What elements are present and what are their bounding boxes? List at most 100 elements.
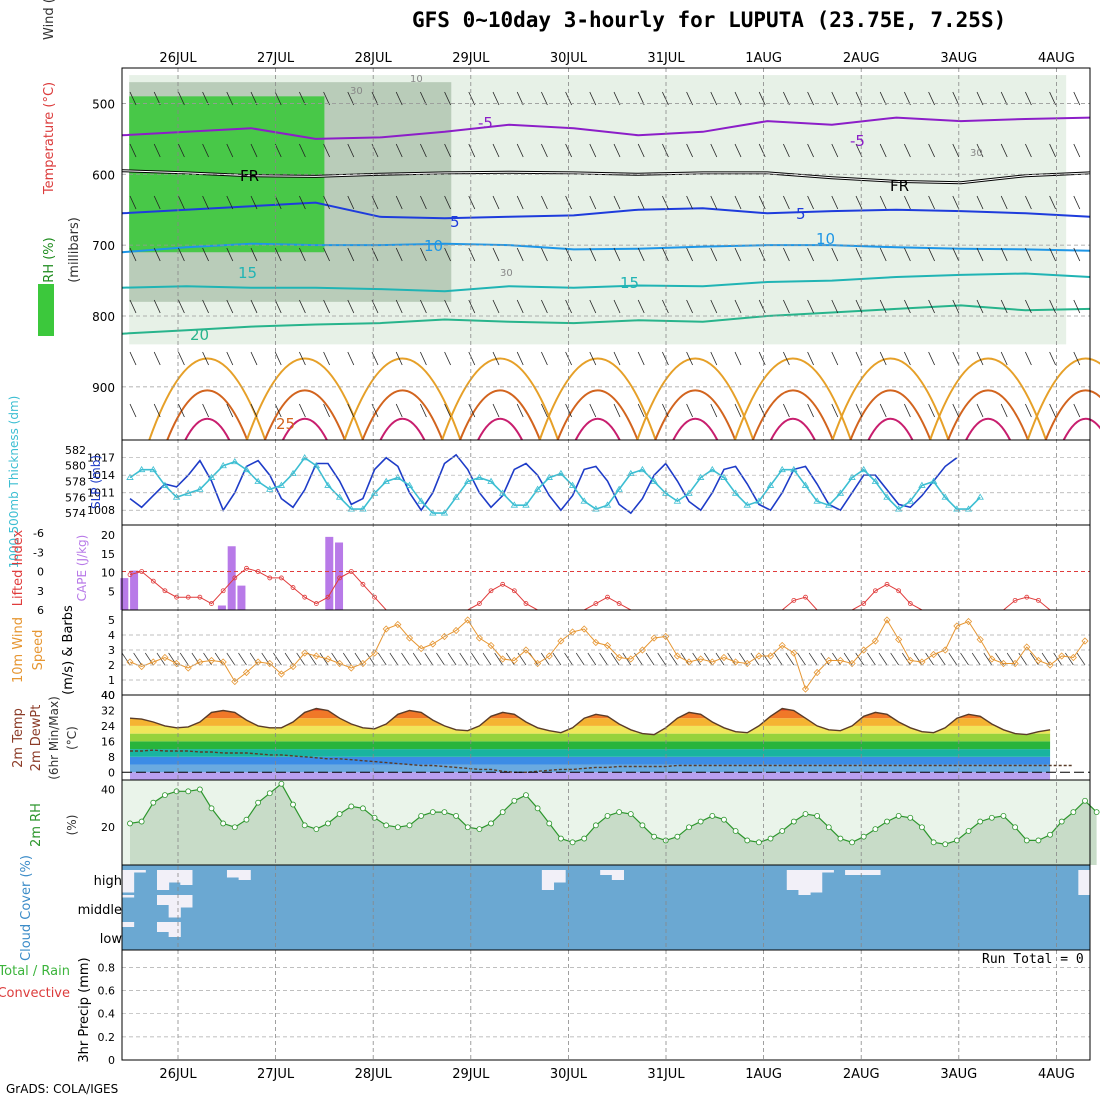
thickness-point xyxy=(883,493,891,500)
contour-label: FR xyxy=(240,167,259,185)
lowlevel-temp-contour xyxy=(733,357,852,441)
slp-tick-label: 1014 xyxy=(87,469,115,482)
rh2m-point xyxy=(453,812,459,819)
wind-barb xyxy=(952,403,960,418)
wind-speed-point xyxy=(1046,661,1054,669)
wind-barb xyxy=(323,351,330,366)
lowlevel-temp-contour xyxy=(1062,418,1100,441)
rh2m-point xyxy=(884,818,890,825)
wind-speed-point xyxy=(825,656,833,665)
surface-wind-barb xyxy=(832,652,841,666)
temp-band xyxy=(130,733,1051,742)
wind-barb xyxy=(444,195,451,210)
surface-wind-barb xyxy=(1030,652,1039,666)
precip-tick-label: 0.8 xyxy=(98,961,116,974)
cloud-fraction-cell xyxy=(180,895,193,908)
wind-barb xyxy=(516,195,524,210)
lowlevel-temp-contour xyxy=(769,418,816,441)
lifted-index-axis-label: Lifted Index xyxy=(11,529,26,606)
thickness-point xyxy=(801,481,810,488)
surface-wind-barb xyxy=(191,652,201,666)
thickness-point xyxy=(545,473,553,480)
thickness-point xyxy=(964,505,973,512)
rh2m-point xyxy=(930,839,937,846)
rh2m-point xyxy=(616,809,623,816)
wind-barb xyxy=(274,91,282,106)
temp-band xyxy=(130,741,1051,750)
wind-barb xyxy=(662,195,669,210)
wind-speed-point xyxy=(522,646,530,654)
cloud-fraction-cell xyxy=(856,870,869,875)
thickness-point xyxy=(627,469,635,477)
thickness-point xyxy=(638,465,647,473)
wind-speed-point xyxy=(336,659,344,668)
wind-barb xyxy=(299,351,306,366)
lifted-index-point xyxy=(861,601,867,606)
wind-label-line3: (m/s) & Barbs xyxy=(61,605,76,695)
wind-barb xyxy=(879,299,887,314)
thickness-point xyxy=(242,465,251,473)
wind-barb xyxy=(758,247,766,262)
precip-tick-label: 0.2 xyxy=(98,1031,116,1044)
cloud-fraction-cell xyxy=(156,895,170,905)
wind-barb xyxy=(468,143,476,158)
surface-wind-barb xyxy=(273,652,282,666)
wind-barb xyxy=(202,195,209,210)
wind-barb xyxy=(976,143,984,158)
rh2m-point xyxy=(686,824,692,831)
thickness-point xyxy=(871,477,880,484)
wind-barb xyxy=(444,403,451,418)
wind-barb xyxy=(420,195,427,210)
wind-barb xyxy=(468,91,476,106)
rh2m-point xyxy=(802,811,809,817)
wind-barb xyxy=(662,403,669,418)
wind-barb xyxy=(1000,143,1008,158)
cloud-fraction-cell xyxy=(122,922,135,927)
rh2m-point xyxy=(953,837,960,844)
wind-barb xyxy=(178,143,185,158)
thickness-point xyxy=(464,477,472,484)
thickness-point xyxy=(207,473,216,480)
wind-speed-point xyxy=(650,634,658,642)
wind-barb xyxy=(347,351,355,366)
wind-speed-point xyxy=(848,659,856,668)
chart-title: GFS 0~10day 3-hourly for LUPUTA (23.75E,… xyxy=(412,8,1007,32)
surface-wind-barb xyxy=(808,652,818,666)
lowlevel-temp-contour xyxy=(867,418,914,441)
wind-barb xyxy=(1073,247,1081,262)
rh2m-point xyxy=(767,835,774,842)
wind-barb xyxy=(686,143,693,158)
wind-barb xyxy=(710,247,718,262)
wind-barb xyxy=(420,247,427,262)
rh2m-point xyxy=(558,835,564,842)
wind-barb xyxy=(347,195,355,210)
rh2m-area xyxy=(130,783,1097,865)
lowlevel-temp-contour xyxy=(556,389,639,441)
wind-barb xyxy=(1025,351,1032,366)
rh2m-point xyxy=(744,837,751,844)
rh2m-point xyxy=(313,826,320,833)
wind-barb xyxy=(662,351,669,366)
rh2m-point xyxy=(907,814,914,821)
wind-barb xyxy=(783,403,790,418)
wind-axis-label: Wind (m/s) xyxy=(42,0,57,40)
date-label-top: 30JUL xyxy=(550,51,588,66)
thickness-point xyxy=(929,477,938,484)
cape-bar xyxy=(120,578,129,610)
wind-barb xyxy=(492,143,500,158)
lowlevel-temp-contour xyxy=(1026,357,1100,441)
rh2m-point xyxy=(1070,809,1077,816)
thickness-point xyxy=(894,505,903,512)
wind-barb xyxy=(565,247,572,262)
wind-barb xyxy=(323,403,330,418)
wind-speed-point xyxy=(755,652,763,660)
rh2m-point xyxy=(464,824,471,831)
contour-label: 20 xyxy=(190,326,209,344)
cape-tick-label: 10 xyxy=(101,567,115,580)
wind-barb xyxy=(952,143,960,158)
run-total-label: Run Total = 0 xyxy=(982,952,1084,967)
wind-barb xyxy=(1073,299,1081,314)
wind-speed-point xyxy=(615,653,623,662)
wind-barb xyxy=(758,143,766,158)
thickness-point xyxy=(941,493,949,500)
